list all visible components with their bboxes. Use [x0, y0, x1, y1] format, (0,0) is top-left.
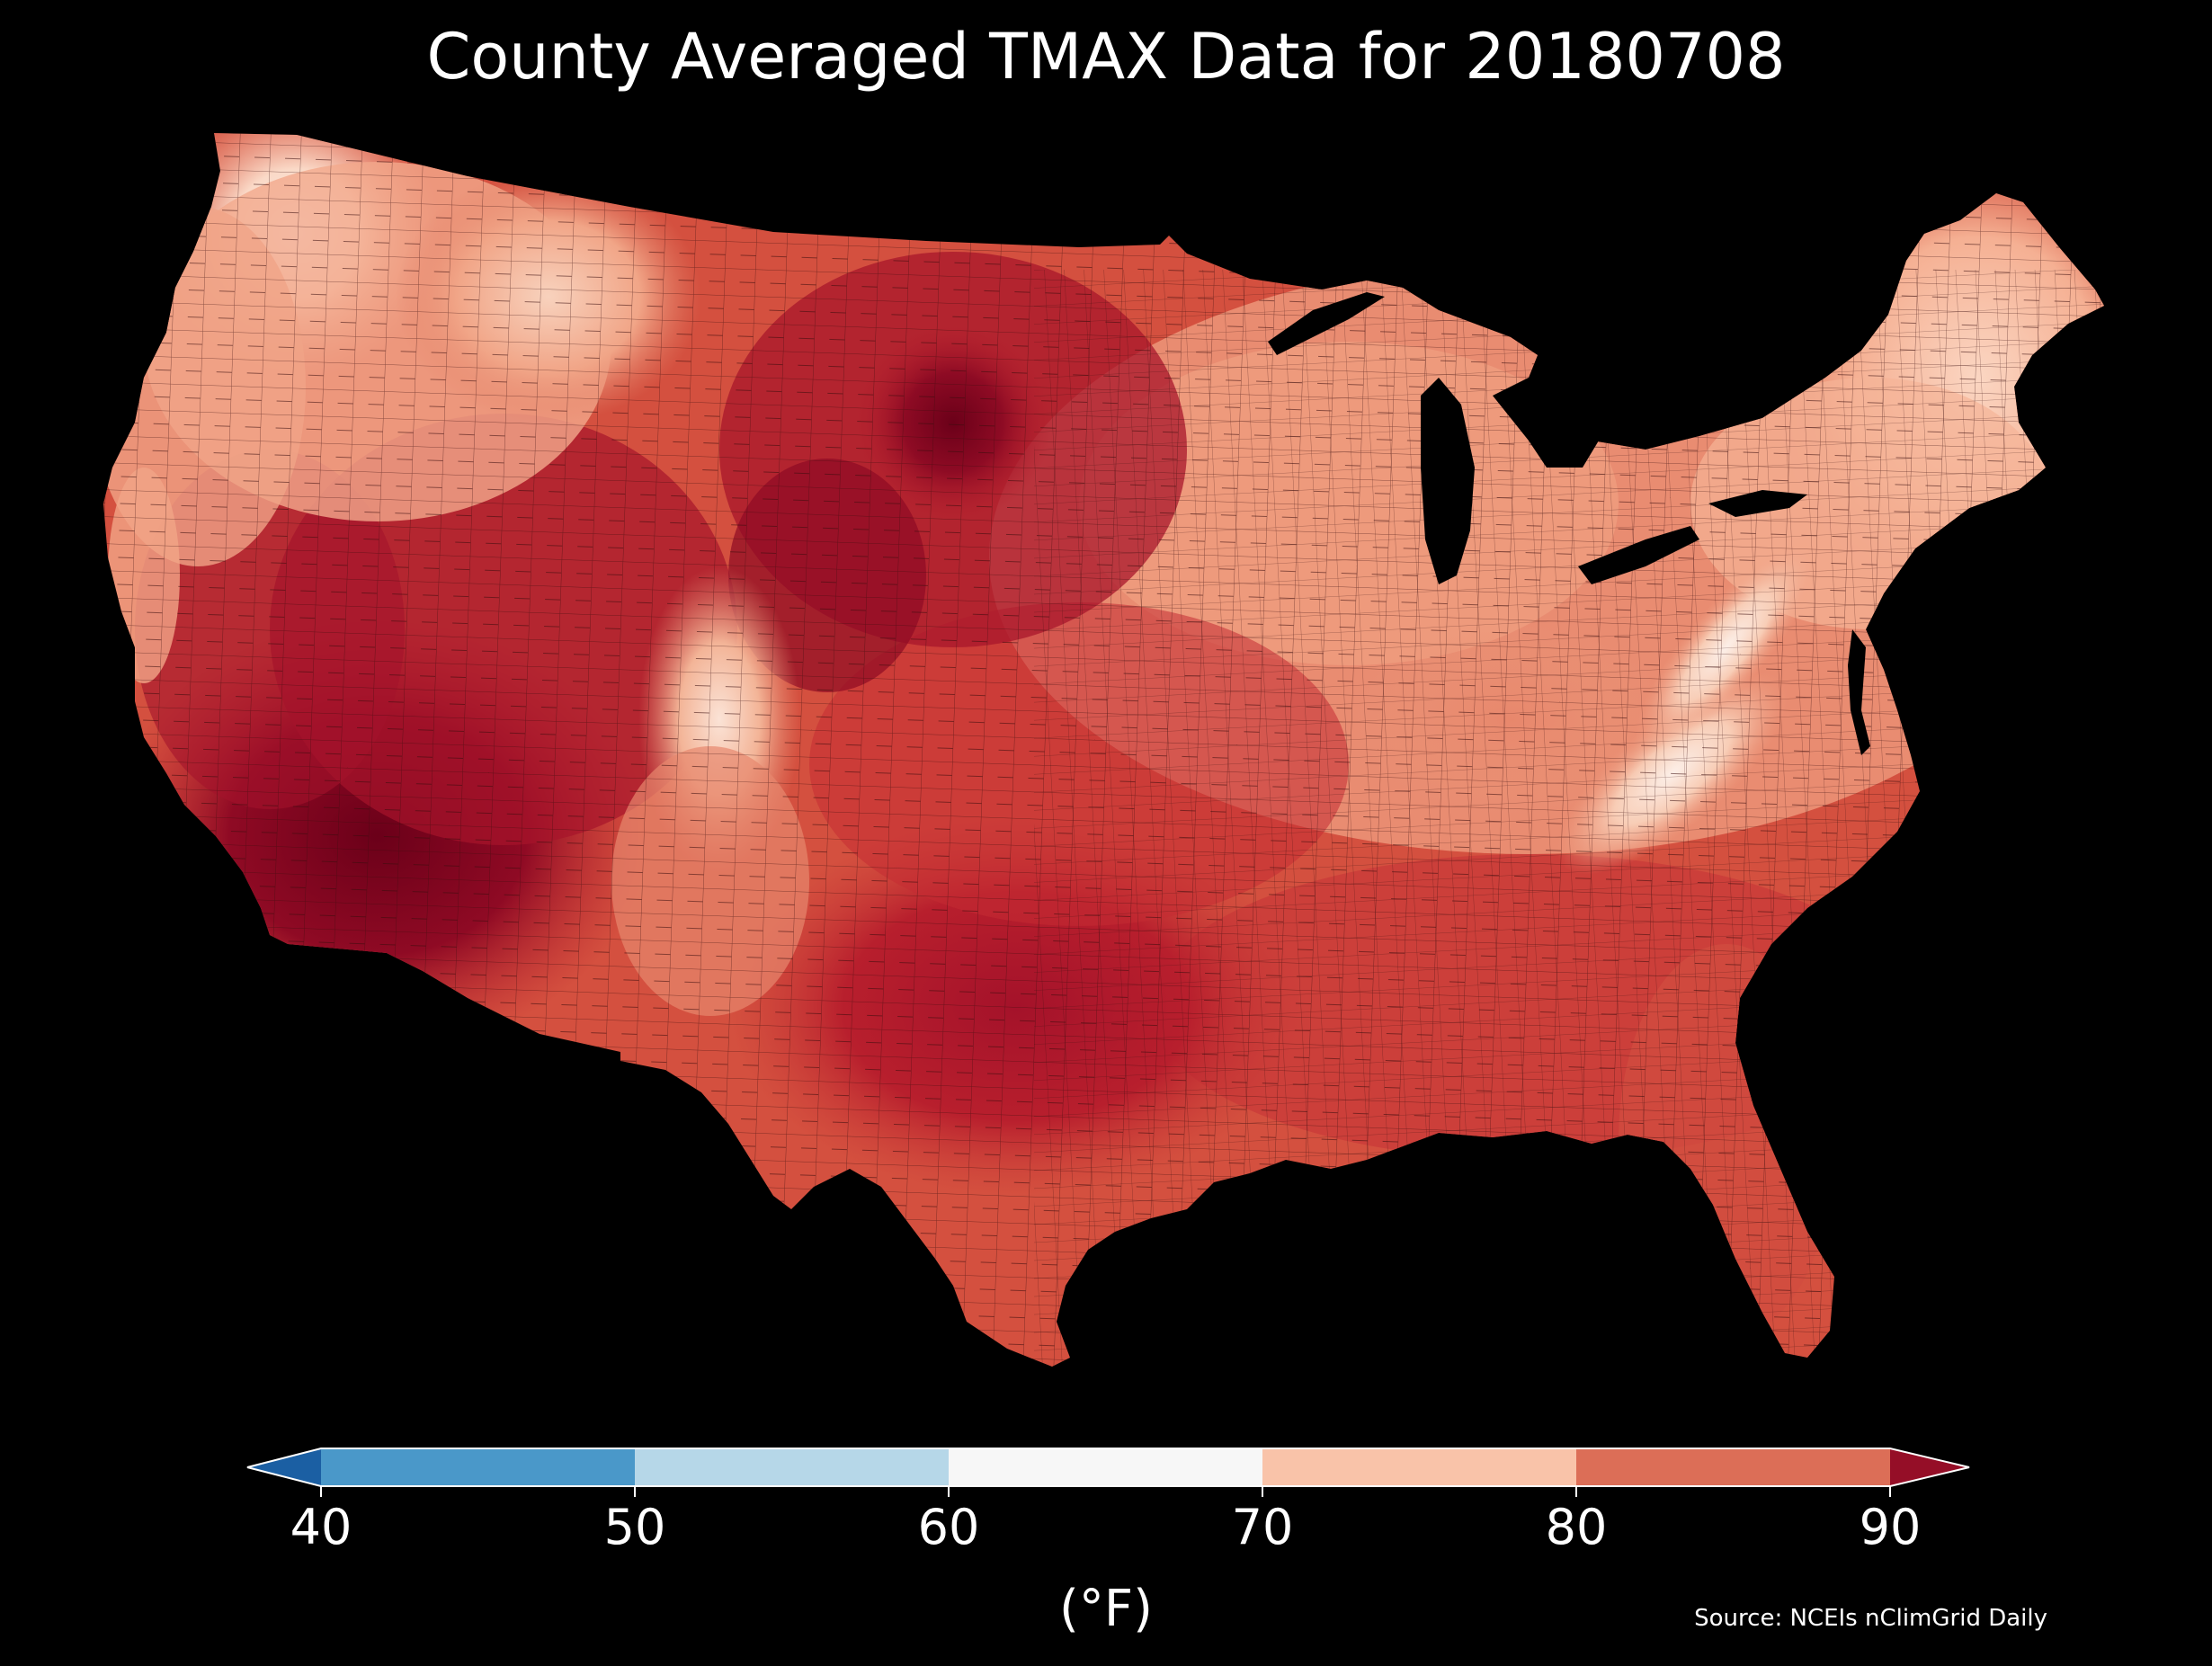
colorbar-bin-80-90 — [1576, 1448, 1890, 1486]
map-title: County Averaged TMAX Data for 20180708 — [426, 20, 1786, 94]
colorbar-label: (°F) — [1059, 1580, 1153, 1638]
colorbar-bin-50-60 — [635, 1448, 949, 1486]
colorbar-ticks: 40 50 60 70 80 90 — [290, 1486, 1922, 1555]
colorbar-tick-label: 40 — [290, 1499, 352, 1555]
source-note: Source: NCEIs nClimGrid Daily — [1694, 1605, 2047, 1632]
colorbar-bin-60-70 — [949, 1448, 1262, 1486]
colorbar-over-arrow — [1890, 1448, 1969, 1486]
colorbar-tick-label: 60 — [918, 1499, 980, 1555]
colorbar-bin-70-80 — [1262, 1448, 1576, 1486]
colorbar-tick-label: 90 — [1860, 1499, 1922, 1555]
colorbar-tick-label: 70 — [1232, 1499, 1294, 1555]
colorbar-under-arrow — [247, 1448, 321, 1486]
colorbar-tick-label: 80 — [1546, 1499, 1608, 1555]
colorbar-bins — [321, 1448, 1890, 1486]
colorbar-tick-label: 50 — [604, 1499, 666, 1555]
colorbar-bin-40-50 — [321, 1448, 635, 1486]
great-lakes — [1268, 292, 1870, 755]
